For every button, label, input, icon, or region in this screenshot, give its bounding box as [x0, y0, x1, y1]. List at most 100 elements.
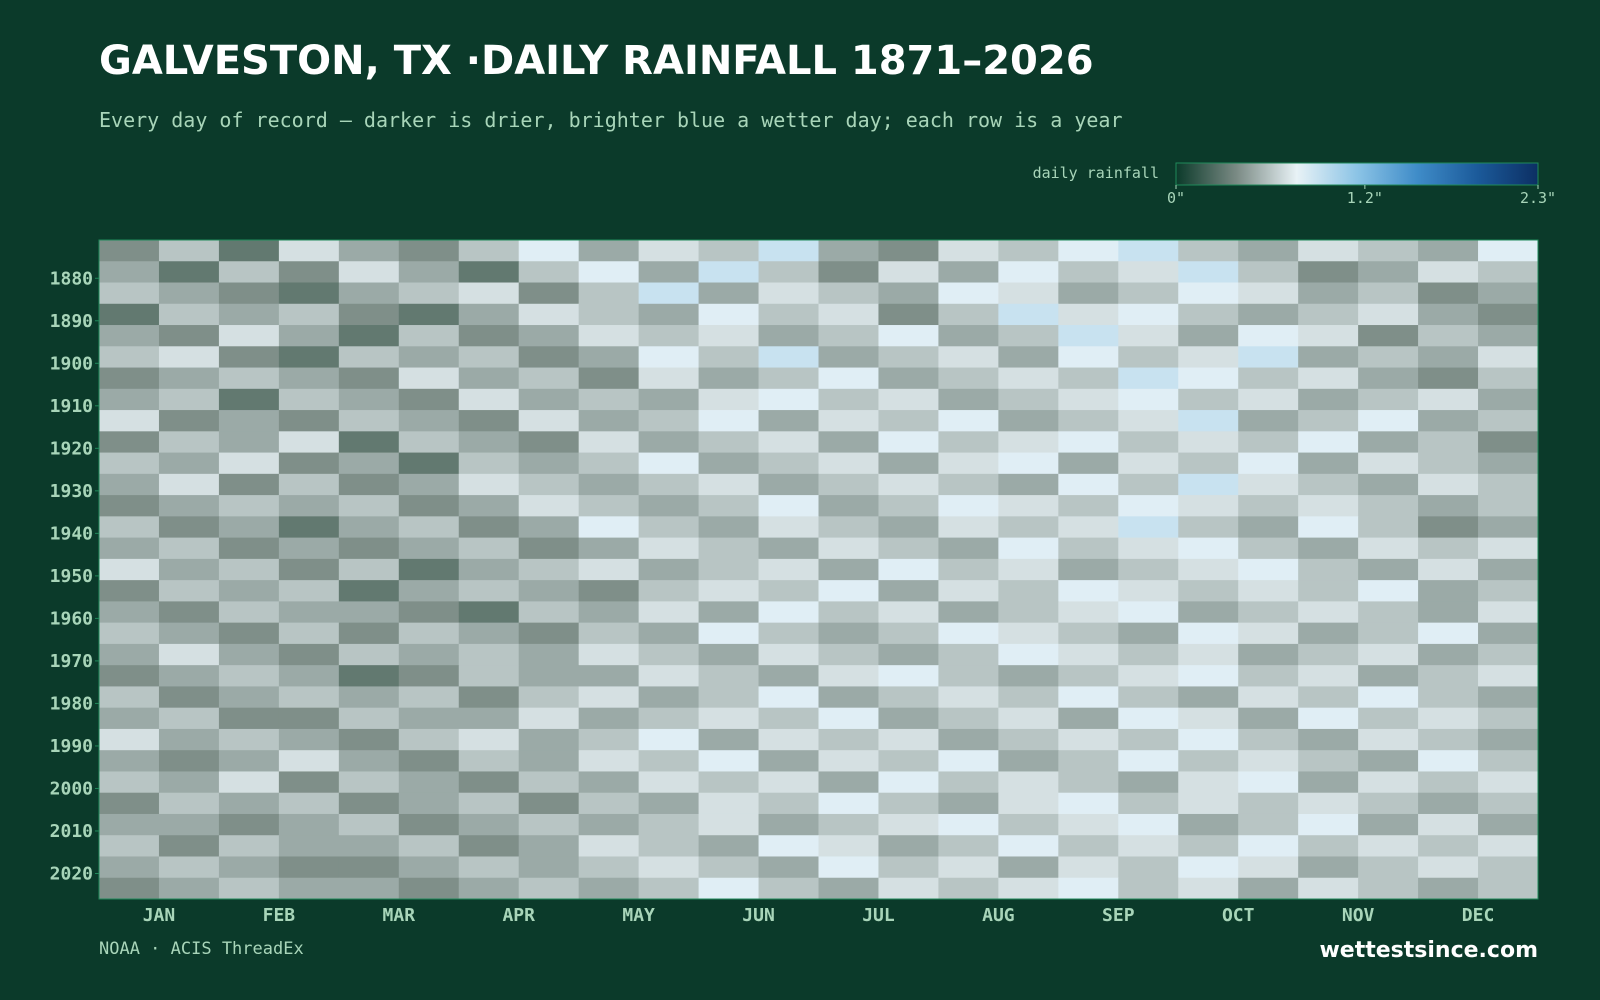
heat-cell: [518, 771, 580, 794]
x-tick-label: JUL: [862, 905, 895, 926]
heat-cell: [1298, 558, 1359, 581]
heat-cell: [278, 282, 340, 305]
heat-cell: [1478, 558, 1539, 581]
heat-cell: [998, 558, 1059, 581]
heat-cell: [1298, 325, 1359, 347]
heat-cell: [878, 792, 939, 815]
heat-cell: [878, 367, 939, 390]
heat-cell: [1118, 537, 1179, 560]
heat-cell: [458, 856, 520, 879]
heat-cell: [1418, 367, 1479, 390]
heat-cell: [458, 558, 520, 581]
heat-cell: [638, 813, 700, 836]
heat-cell: [998, 282, 1059, 305]
heat-cell: [338, 601, 400, 624]
heat-cell: [818, 601, 879, 624]
heat-cell: [1478, 452, 1539, 475]
heat-cell: [578, 601, 640, 624]
heat-cell: [818, 856, 879, 879]
heat-cell: [1178, 686, 1239, 709]
heat-cell: [878, 282, 939, 305]
heat-cell: [938, 303, 999, 326]
heat-cell: [818, 516, 879, 539]
heat-cell: [578, 771, 640, 794]
heat-cell: [698, 388, 760, 411]
heat-cell: [758, 877, 819, 900]
heat-cell: [158, 835, 220, 857]
heat-cell: [99, 580, 160, 602]
y-tick-label: 1920: [50, 438, 93, 459]
heat-cell: [1358, 750, 1419, 772]
heat-cell: [1358, 707, 1419, 730]
heat-cell: [1298, 601, 1359, 624]
heat-cell: [1118, 282, 1179, 305]
heat-cell: [1358, 771, 1419, 794]
heat-cell: [998, 601, 1059, 624]
heat-cell: [1358, 367, 1419, 390]
heat-cell: [458, 792, 520, 815]
heat-cell: [1478, 537, 1539, 560]
heat-cell: [578, 495, 640, 517]
heat-cell: [1478, 282, 1539, 305]
heat-cell: [758, 261, 819, 284]
heat-cell: [99, 835, 160, 857]
heat-cell: [1298, 516, 1359, 539]
colorbar-tick-label: 0": [1167, 189, 1185, 207]
heat-cell: [878, 346, 939, 369]
heat-cell: [1238, 516, 1299, 539]
heat-cell: [818, 686, 879, 709]
heat-cell: [638, 388, 700, 411]
heat-cell: [518, 601, 580, 624]
heat-cell: [398, 813, 460, 836]
heat-cell: [518, 388, 580, 411]
heat-cell: [398, 877, 460, 900]
heat-cell: [218, 580, 280, 602]
heat-cell: [1178, 707, 1239, 730]
heat-cell: [398, 346, 460, 369]
heat-cell: [1178, 346, 1239, 369]
heat-cell: [578, 665, 640, 687]
heat-cell: [998, 813, 1059, 836]
heat-cell: [1118, 877, 1179, 900]
heat-cell: [1178, 580, 1239, 602]
y-tick-label: 1880: [50, 268, 93, 289]
heat-cell: [818, 367, 879, 390]
heat-cell: [818, 431, 879, 454]
heat-cell: [398, 367, 460, 390]
heat-cell: [1478, 877, 1539, 900]
heat-cell: [1058, 707, 1119, 730]
heat-cell: [278, 346, 340, 369]
heat-cell: [99, 282, 160, 305]
heat-cell: [218, 367, 280, 390]
y-tick-label: 2000: [50, 778, 93, 799]
y-tick-label: 1900: [50, 353, 93, 374]
heat-cell: [1178, 643, 1239, 666]
heat-cell: [818, 473, 879, 496]
heat-cell: [1178, 728, 1239, 751]
heat-cell: [818, 750, 879, 772]
heat-cell: [1118, 601, 1179, 624]
heat-cell: [338, 346, 400, 369]
heat-cell: [158, 601, 220, 624]
heat-cell: [698, 325, 760, 347]
heat-cell: [1418, 856, 1479, 879]
heat-cell: [698, 813, 760, 836]
heat-cell: [278, 580, 340, 602]
heat-cell: [1238, 707, 1299, 730]
heat-cell: [458, 303, 520, 326]
heat-cell: [578, 431, 640, 454]
heat-cell: [698, 856, 760, 879]
heat-cell: [1418, 325, 1479, 347]
heat-cell: [218, 558, 280, 581]
heat-cell: [938, 388, 999, 411]
heat-cell: [338, 452, 400, 475]
heat-cell: [998, 665, 1059, 687]
heat-cell: [1238, 410, 1299, 432]
heat-cell: [638, 452, 700, 475]
heat-cell: [1418, 792, 1479, 815]
heat-cell: [1478, 856, 1539, 879]
heat-cell: [938, 856, 999, 879]
heat-cell: [1418, 665, 1479, 687]
heat-cell: [818, 240, 879, 262]
heat-cell: [638, 835, 700, 857]
